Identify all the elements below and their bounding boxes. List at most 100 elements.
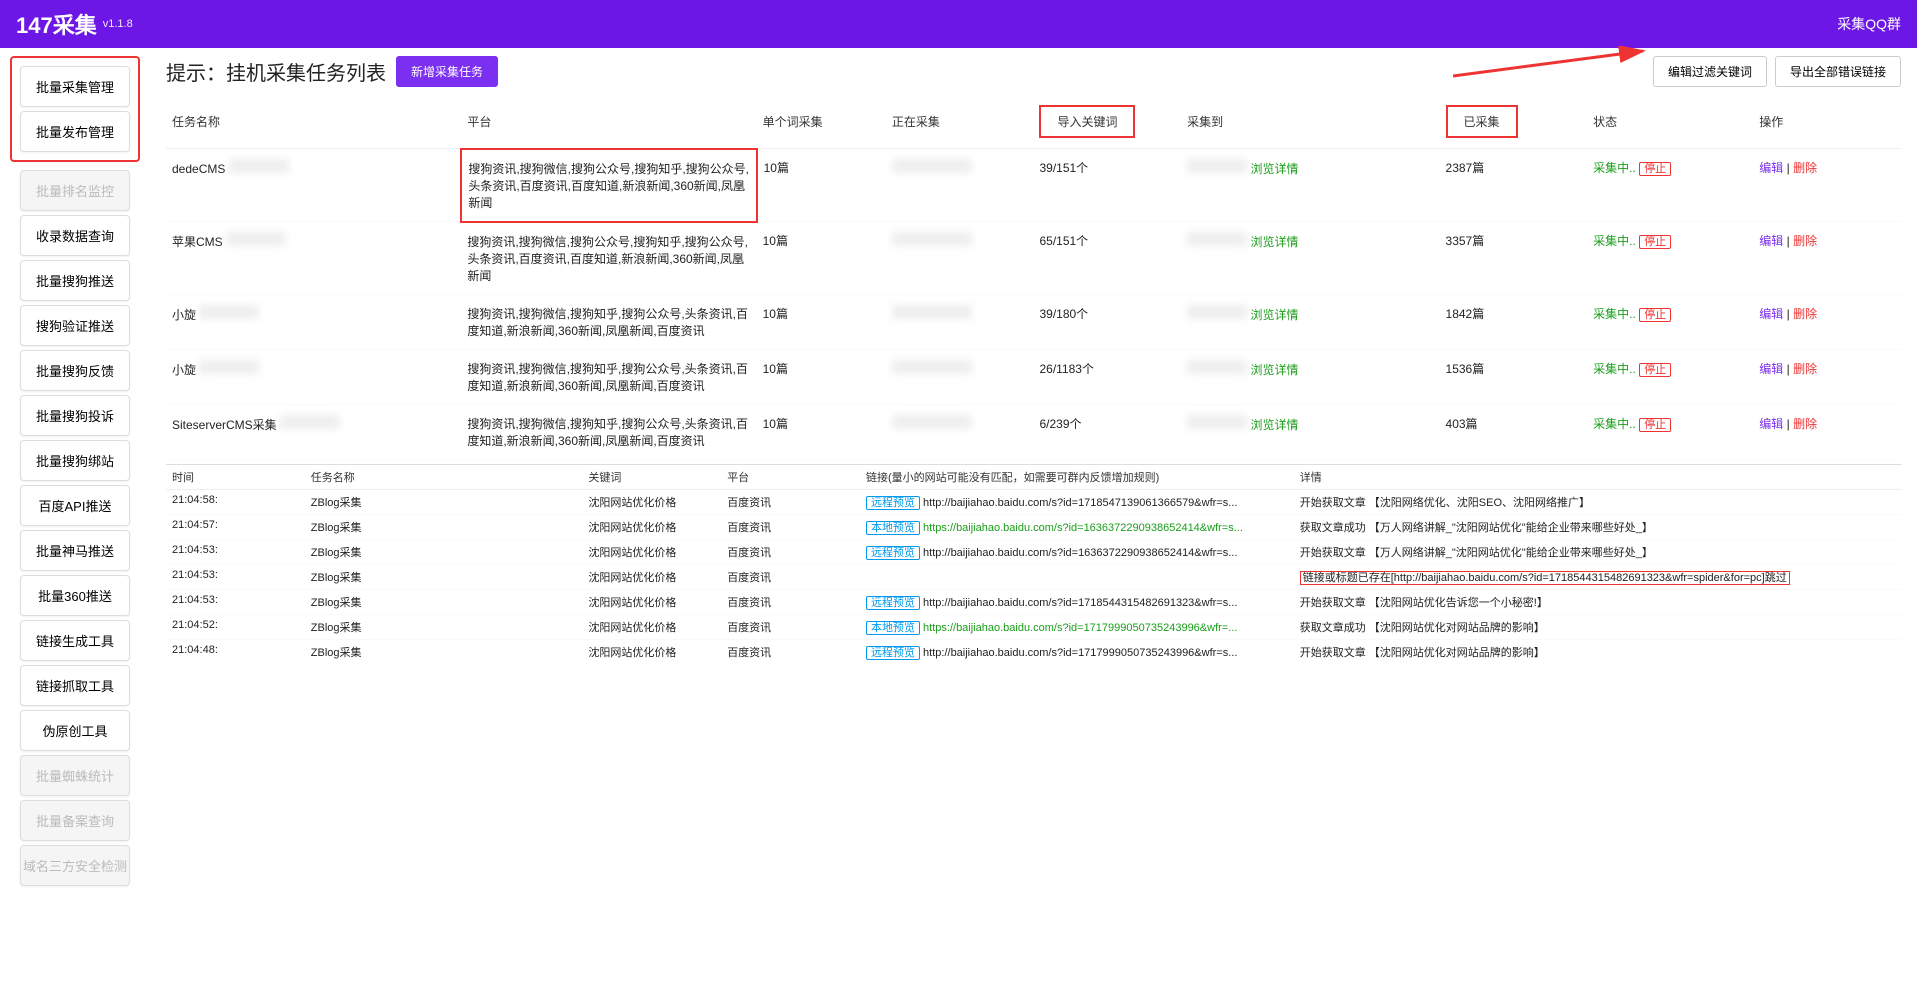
delete-link[interactable]: 删除 (1793, 307, 1817, 321)
task-row: 小旋 搜狗资讯,搜狗微信,搜狗知乎,搜狗公众号,头条资讯,百度知道,新浪新闻,3… (166, 294, 1901, 349)
edit-link[interactable]: 编辑 (1759, 307, 1783, 321)
task-done: 1536篇 (1440, 349, 1588, 404)
browse-detail-link[interactable]: 浏览详情 (1250, 418, 1298, 432)
qq-group-link[interactable]: 采集QQ群 (1837, 14, 1901, 34)
task-platform: 搜狗资讯,搜狗微信,搜狗知乎,搜狗公众号,头条资讯,百度知道,新浪新闻,360新… (461, 404, 756, 459)
sidebar-item[interactable]: 百度API推送 (20, 485, 130, 526)
task-single: 10篇 (757, 404, 886, 459)
log-col-header: 详情 (1294, 465, 1901, 490)
remote-preview-tag[interactable]: 远程预览 (866, 546, 920, 560)
stop-button[interactable]: 停止 (1639, 418, 1671, 432)
stop-button[interactable]: 停止 (1639, 363, 1671, 377)
task-col-header: 正在采集 (886, 95, 1034, 149)
app-title: 147采集 (16, 8, 97, 40)
local-preview-tag[interactable]: 本地预览 (866, 521, 920, 535)
task-single: 10篇 (757, 222, 886, 295)
task-ops: 编辑 | 删除 (1753, 349, 1901, 404)
sidebar-item[interactable]: 链接抓取工具 (20, 665, 130, 706)
task-single: 10篇 (757, 294, 886, 349)
task-collecting (886, 349, 1034, 404)
delete-link[interactable]: 删除 (1793, 362, 1817, 376)
task-name: 苹果CMS (166, 222, 461, 295)
task-platform: 搜狗资讯,搜狗微信,搜狗公众号,搜狗知乎,搜狗公众号,头条资讯,百度资讯,百度知… (461, 149, 756, 222)
task-collected-to: 浏览详情 (1181, 222, 1439, 295)
sidebar-item: 域名三方安全检测 (20, 845, 130, 886)
stop-button[interactable]: 停止 (1639, 308, 1671, 322)
task-collecting (886, 149, 1034, 222)
log-col-header: 任务名称 (305, 465, 583, 490)
log-col-header: 链接(量小的网站可能没有匹配，如需要可群内反馈增加规则) (860, 465, 1294, 490)
task-done: 403篇 (1440, 404, 1588, 459)
browse-detail-link[interactable]: 浏览详情 (1250, 363, 1298, 377)
sidebar-item[interactable]: 搜狗验证推送 (20, 305, 130, 346)
task-collecting (886, 404, 1034, 459)
log-panel: 时间任务名称关键词平台链接(量小的网站可能没有匹配，如需要可群内反馈增加规则)详… (166, 464, 1901, 664)
page-title: 提示：挂机采集任务列表 (166, 57, 386, 86)
task-col-header: 状态 (1587, 95, 1753, 149)
task-ops: 编辑 | 删除 (1753, 149, 1901, 222)
remote-preview-tag[interactable]: 远程预览 (866, 496, 920, 510)
log-col-header: 时间 (166, 465, 305, 490)
task-col-header: 操作 (1753, 95, 1901, 149)
task-name: 小旋 (166, 294, 461, 349)
remote-preview-tag[interactable]: 远程预览 (866, 646, 920, 660)
task-keywords: 39/180个 (1033, 294, 1181, 349)
sidebar-item[interactable]: 批量搜狗反馈 (20, 350, 130, 391)
task-status: 采集中.. 停止 (1587, 294, 1753, 349)
task-keywords: 26/1183个 (1033, 349, 1181, 404)
browse-detail-link[interactable]: 浏览详情 (1250, 235, 1298, 249)
task-col-header: 导入关键词 (1033, 95, 1181, 149)
edit-link[interactable]: 编辑 (1759, 234, 1783, 248)
stop-button[interactable]: 停止 (1639, 162, 1671, 176)
log-row: 21:04:58:ZBlog采集沈阳网站优化价格百度资讯远程预览 http://… (166, 489, 1901, 514)
task-status: 采集中.. 停止 (1587, 222, 1753, 295)
task-col-header: 单个词采集 (757, 95, 886, 149)
sidebar-item[interactable]: 链接生成工具 (20, 620, 130, 661)
sidebar-item[interactable]: 批量搜狗绑站 (20, 440, 130, 481)
task-done: 3357篇 (1440, 222, 1588, 295)
local-preview-tag[interactable]: 本地预览 (866, 621, 920, 635)
sidebar-item[interactable]: 批量采集管理 (20, 66, 130, 107)
export-errors-button[interactable]: 导出全部错误链接 (1775, 56, 1901, 87)
sidebar-item[interactable]: 收录数据查询 (20, 215, 130, 256)
task-row: 小旋 搜狗资讯,搜狗微信,搜狗知乎,搜狗公众号,头条资讯,百度知道,新浪新闻,3… (166, 349, 1901, 404)
delete-link[interactable]: 删除 (1793, 417, 1817, 431)
task-keywords: 65/151个 (1033, 222, 1181, 295)
stop-button[interactable]: 停止 (1639, 235, 1671, 249)
task-keywords: 6/239个 (1033, 404, 1181, 459)
edit-link[interactable]: 编辑 (1759, 161, 1783, 175)
sidebar-item[interactable]: 批量神马推送 (20, 530, 130, 571)
sidebar-item[interactable]: 批量搜狗投诉 (20, 395, 130, 436)
task-collecting (886, 222, 1034, 295)
task-collected-to: 浏览详情 (1181, 149, 1439, 222)
task-collected-to: 浏览详情 (1181, 404, 1439, 459)
delete-link[interactable]: 删除 (1793, 161, 1817, 175)
task-keywords: 39/151个 (1033, 149, 1181, 222)
sidebar-item: 批量排名监控 (20, 170, 130, 211)
sidebar-item: 批量蜘蛛统计 (20, 755, 130, 796)
edit-link[interactable]: 编辑 (1759, 417, 1783, 431)
sidebar: 批量采集管理批量发布管理 批量排名监控收录数据查询批量搜狗推送搜狗验证推送批量搜… (0, 48, 150, 898)
sidebar-item[interactable]: 伪原创工具 (20, 710, 130, 751)
task-name: dedeCMS (166, 149, 461, 222)
sidebar-item[interactable]: 批量搜狗推送 (20, 260, 130, 301)
task-collected-to: 浏览详情 (1181, 349, 1439, 404)
remote-preview-tag[interactable]: 远程预览 (866, 596, 920, 610)
task-name: 小旋 (166, 349, 461, 404)
main-content: 提示：挂机采集任务列表 新增采集任务 编辑过滤关键词 导出全部错误链接 任务名称… (150, 48, 1917, 898)
task-row: 苹果CMS 搜狗资讯,搜狗微信,搜狗公众号,搜狗知乎,搜狗公众号,头条资讯,百度… (166, 222, 1901, 295)
log-row: 21:04:48:ZBlog采集沈阳网站优化价格百度资讯远程预览 http://… (166, 639, 1901, 664)
tasks-table: 任务名称平台单个词采集正在采集导入关键词采集到已采集状态操作 dedeCMS 搜… (166, 95, 1901, 460)
edit-filter-button[interactable]: 编辑过滤关键词 (1653, 56, 1767, 87)
sidebar-item[interactable]: 批量360推送 (20, 575, 130, 616)
sidebar-item[interactable]: 批量发布管理 (20, 111, 130, 152)
task-status: 采集中.. 停止 (1587, 404, 1753, 459)
log-row: 21:04:53:ZBlog采集沈阳网站优化价格百度资讯链接或标题已存在[htt… (166, 564, 1901, 589)
browse-detail-link[interactable]: 浏览详情 (1250, 162, 1298, 176)
log-row: 21:04:52:ZBlog采集沈阳网站优化价格百度资讯本地预览 https:/… (166, 614, 1901, 639)
task-status: 采集中.. 停止 (1587, 149, 1753, 222)
browse-detail-link[interactable]: 浏览详情 (1250, 308, 1298, 322)
edit-link[interactable]: 编辑 (1759, 362, 1783, 376)
add-task-button[interactable]: 新增采集任务 (396, 56, 498, 87)
delete-link[interactable]: 删除 (1793, 234, 1817, 248)
